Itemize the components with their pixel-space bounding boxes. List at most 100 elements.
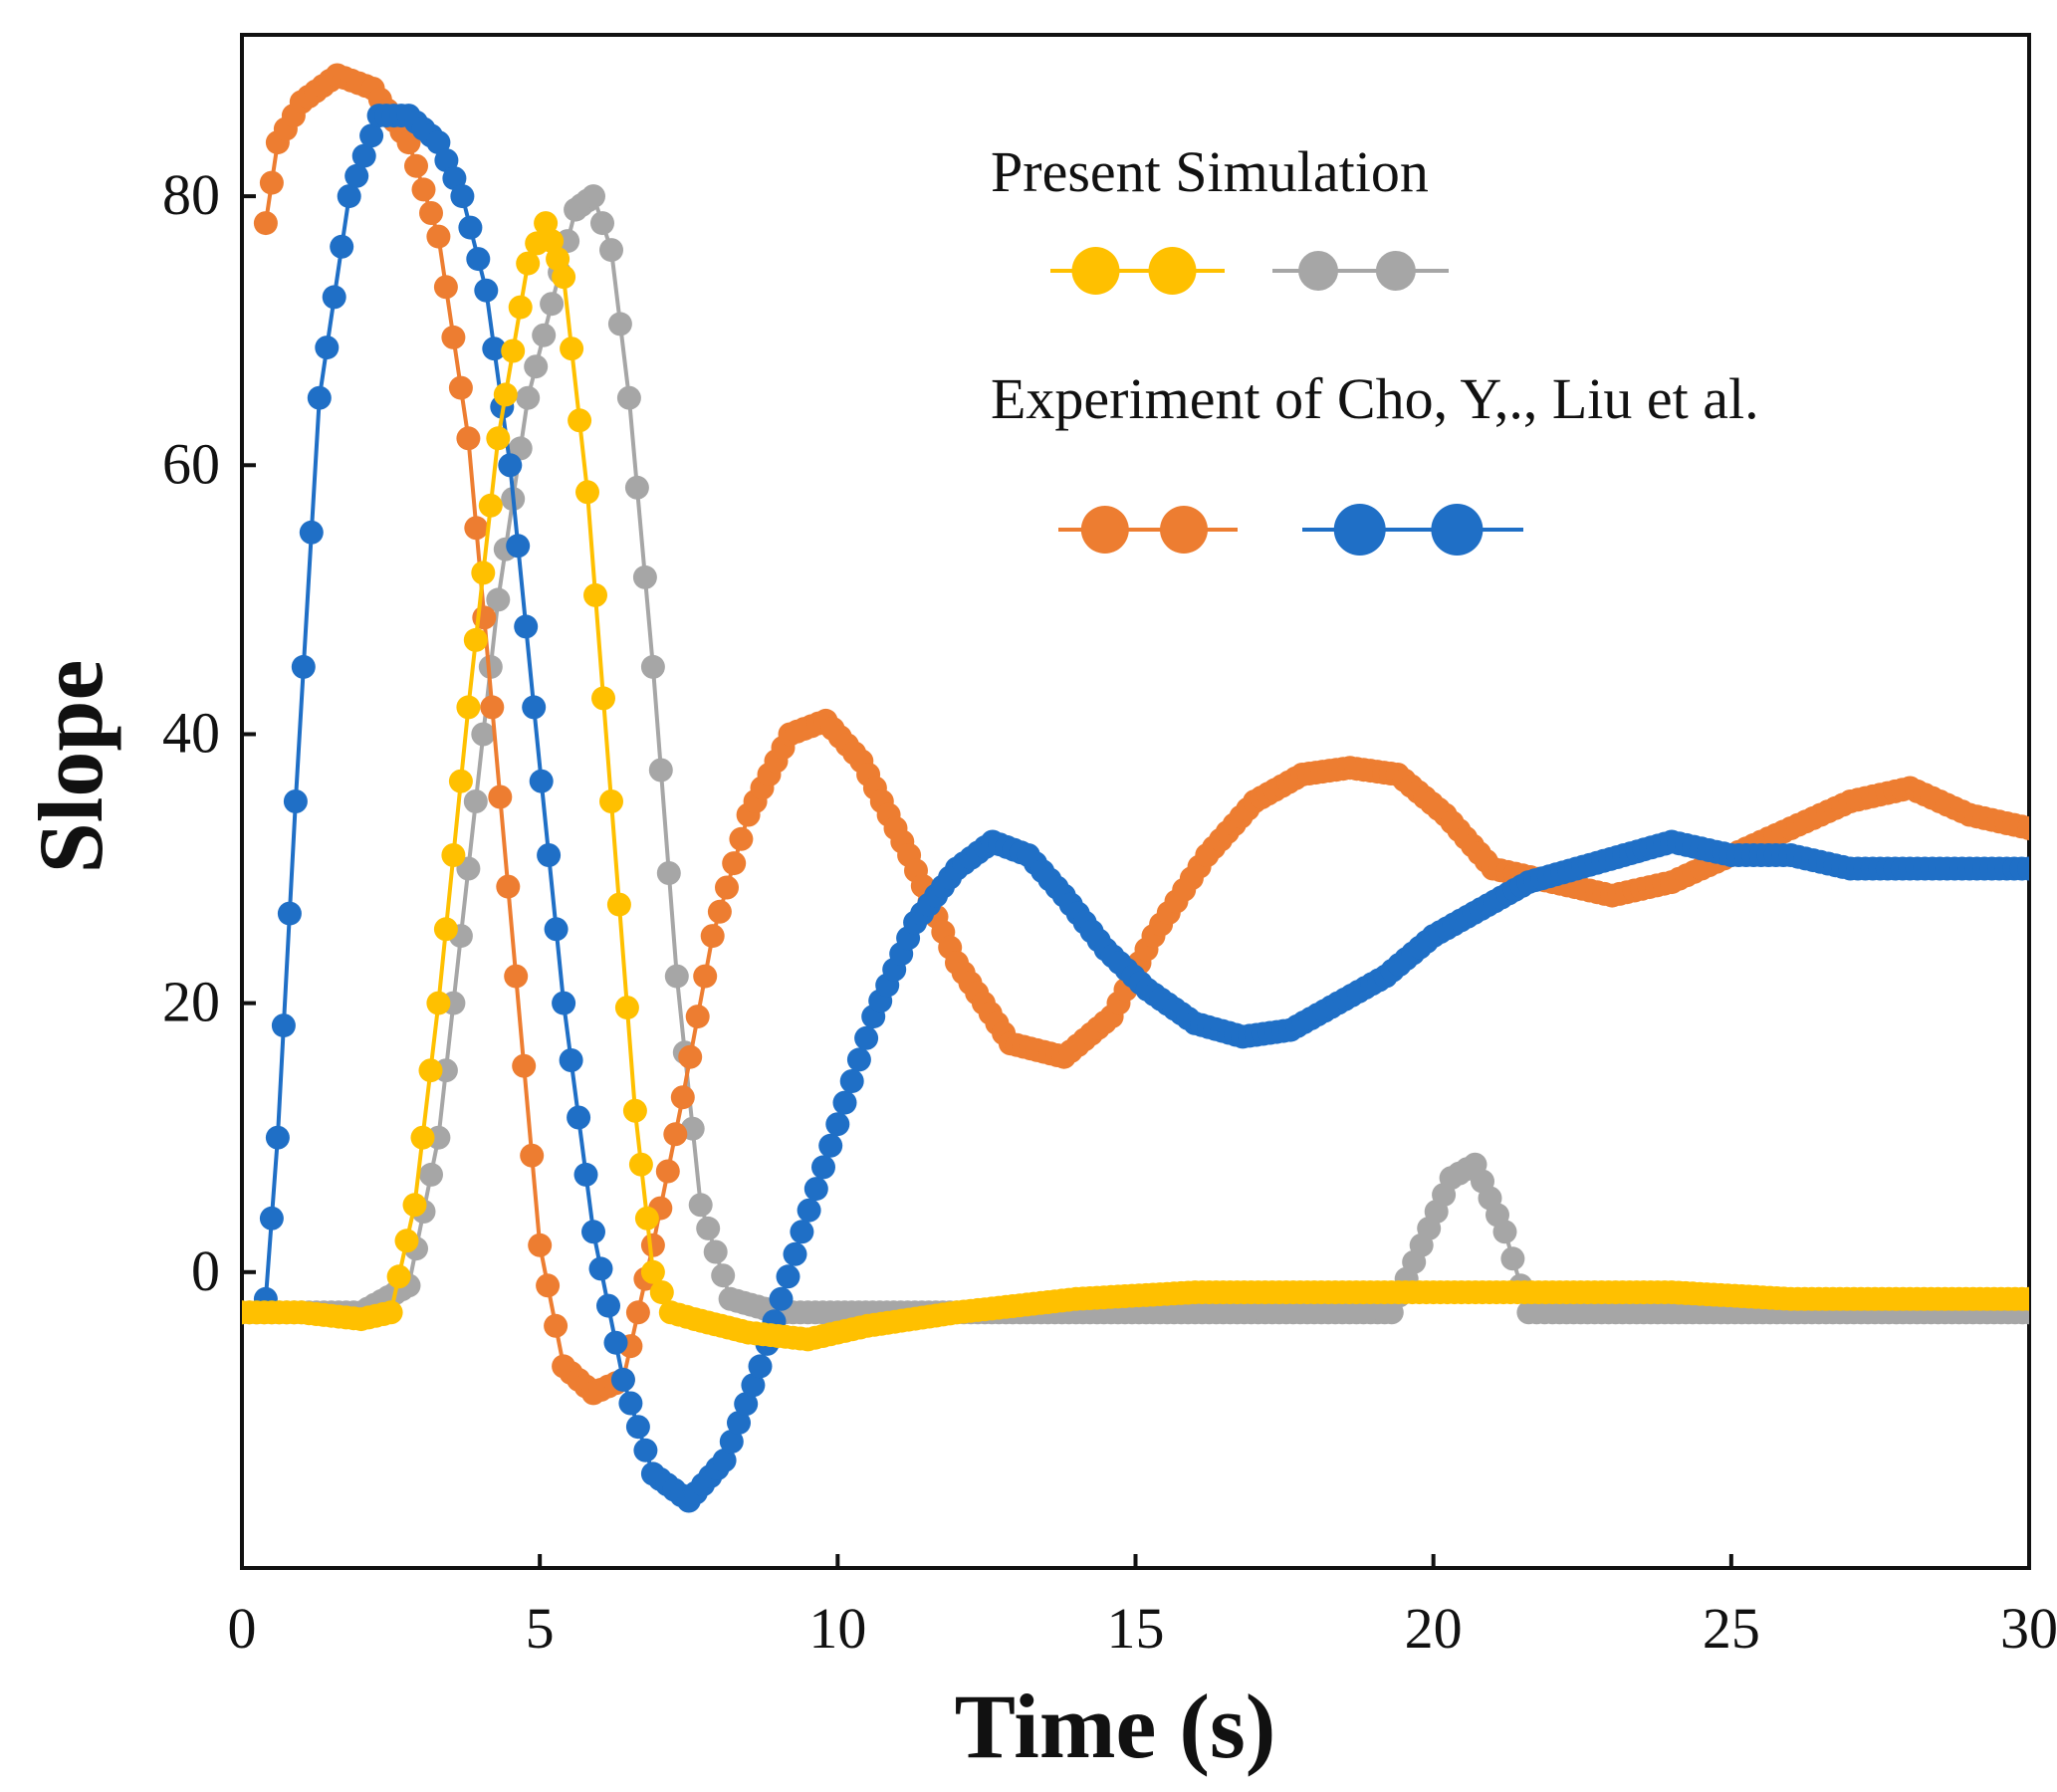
series-2 bbox=[253, 63, 2029, 1406]
data-point bbox=[456, 695, 481, 720]
data-point bbox=[486, 587, 511, 612]
data-point bbox=[386, 1264, 411, 1289]
data-point bbox=[448, 375, 473, 400]
data-point bbox=[532, 323, 557, 347]
data-point bbox=[482, 336, 507, 361]
data-point bbox=[832, 1090, 857, 1115]
legend-marker bbox=[1148, 247, 1197, 295]
data-point bbox=[480, 695, 505, 720]
data-point bbox=[378, 1300, 403, 1325]
data-point bbox=[610, 1367, 635, 1392]
legend-swatch-experiment-orange bbox=[1058, 506, 1238, 554]
data-point bbox=[583, 582, 607, 607]
data-point bbox=[703, 1239, 728, 1264]
legend: Present Simulation Experiment of Cho, Y,… bbox=[991, 139, 1759, 556]
data-point bbox=[603, 1330, 628, 1355]
data-point bbox=[685, 1005, 710, 1029]
data-point bbox=[591, 686, 615, 711]
data-point bbox=[722, 851, 747, 876]
data-point bbox=[524, 354, 549, 379]
data-point bbox=[496, 874, 521, 899]
data-point bbox=[559, 1048, 583, 1072]
data-point bbox=[271, 1013, 296, 1038]
y-axis: 0 20 40 60 80 bbox=[162, 162, 256, 1303]
data-point bbox=[854, 1025, 879, 1050]
data-point bbox=[599, 789, 623, 813]
data-point bbox=[839, 1069, 864, 1093]
data-point bbox=[402, 1193, 427, 1218]
data-point bbox=[433, 917, 458, 942]
data-point bbox=[486, 426, 511, 451]
data-point bbox=[734, 1392, 759, 1417]
data-point bbox=[410, 1125, 435, 1150]
data-point bbox=[607, 312, 632, 336]
data-point bbox=[727, 1411, 751, 1436]
x-tick-label: 25 bbox=[1703, 1596, 1760, 1661]
legend-group2-title: Experiment of Cho, Y,., Liu et al. bbox=[991, 366, 1759, 431]
data-point bbox=[606, 892, 631, 917]
legend-marker bbox=[1375, 251, 1416, 291]
data-point bbox=[818, 1133, 843, 1158]
data-point bbox=[599, 238, 623, 263]
data-point bbox=[450, 184, 475, 209]
data-point bbox=[552, 265, 576, 290]
legend-marker bbox=[1160, 506, 1208, 554]
data-point bbox=[790, 1220, 814, 1244]
data-point bbox=[537, 843, 562, 867]
data-point bbox=[649, 1280, 674, 1305]
data-point bbox=[478, 493, 503, 518]
data-point bbox=[426, 130, 451, 155]
data-point bbox=[471, 722, 496, 747]
data-point bbox=[711, 1263, 736, 1288]
data-point bbox=[729, 826, 754, 851]
data-point bbox=[529, 769, 554, 793]
x-tick-label: 10 bbox=[808, 1596, 866, 1661]
legend-marker bbox=[1298, 251, 1339, 291]
series-0 bbox=[242, 211, 2029, 1352]
y-tick-label: 0 bbox=[191, 1238, 220, 1303]
data-point bbox=[797, 1198, 821, 1223]
data-point bbox=[259, 1206, 284, 1231]
data-point bbox=[688, 1193, 713, 1218]
y-axis-title: Slope bbox=[20, 660, 121, 874]
data-point bbox=[803, 1177, 828, 1202]
data-point bbox=[581, 184, 605, 209]
data-point bbox=[504, 964, 529, 989]
data-point bbox=[418, 1058, 443, 1083]
legend-group1-title: Present Simulation bbox=[991, 139, 1429, 204]
legend-marker bbox=[1431, 504, 1484, 556]
data-point bbox=[614, 996, 639, 1020]
data-point bbox=[330, 234, 354, 259]
data-point bbox=[575, 480, 599, 505]
data-point bbox=[520, 1143, 545, 1168]
data-point bbox=[514, 614, 539, 639]
data-point bbox=[426, 224, 451, 249]
y-tick-label: 20 bbox=[162, 970, 220, 1034]
data-point bbox=[693, 964, 718, 989]
data-point bbox=[277, 901, 302, 926]
data-point bbox=[846, 1047, 871, 1072]
data-point bbox=[471, 560, 496, 585]
data-point bbox=[825, 1112, 850, 1137]
data-point bbox=[1492, 1220, 1517, 1244]
data-point bbox=[442, 166, 467, 191]
data-point bbox=[567, 1105, 591, 1130]
legend-swatch-simulation-gray bbox=[1272, 251, 1449, 291]
data-point bbox=[618, 1391, 643, 1416]
y-tick-label: 80 bbox=[162, 162, 220, 227]
data-point bbox=[560, 336, 584, 361]
data-point bbox=[474, 278, 499, 303]
data-point bbox=[498, 453, 523, 478]
data-point bbox=[493, 382, 518, 407]
data-point bbox=[351, 143, 376, 168]
data-point bbox=[633, 1438, 658, 1462]
data-point bbox=[404, 153, 428, 178]
data-point bbox=[359, 123, 384, 148]
legend-swatch-simulation-yellow bbox=[1050, 247, 1225, 295]
data-point bbox=[640, 1259, 665, 1284]
data-point bbox=[568, 408, 592, 433]
x-tick-label: 20 bbox=[1405, 1596, 1463, 1661]
data-point bbox=[464, 516, 489, 541]
data-point bbox=[426, 991, 451, 1015]
